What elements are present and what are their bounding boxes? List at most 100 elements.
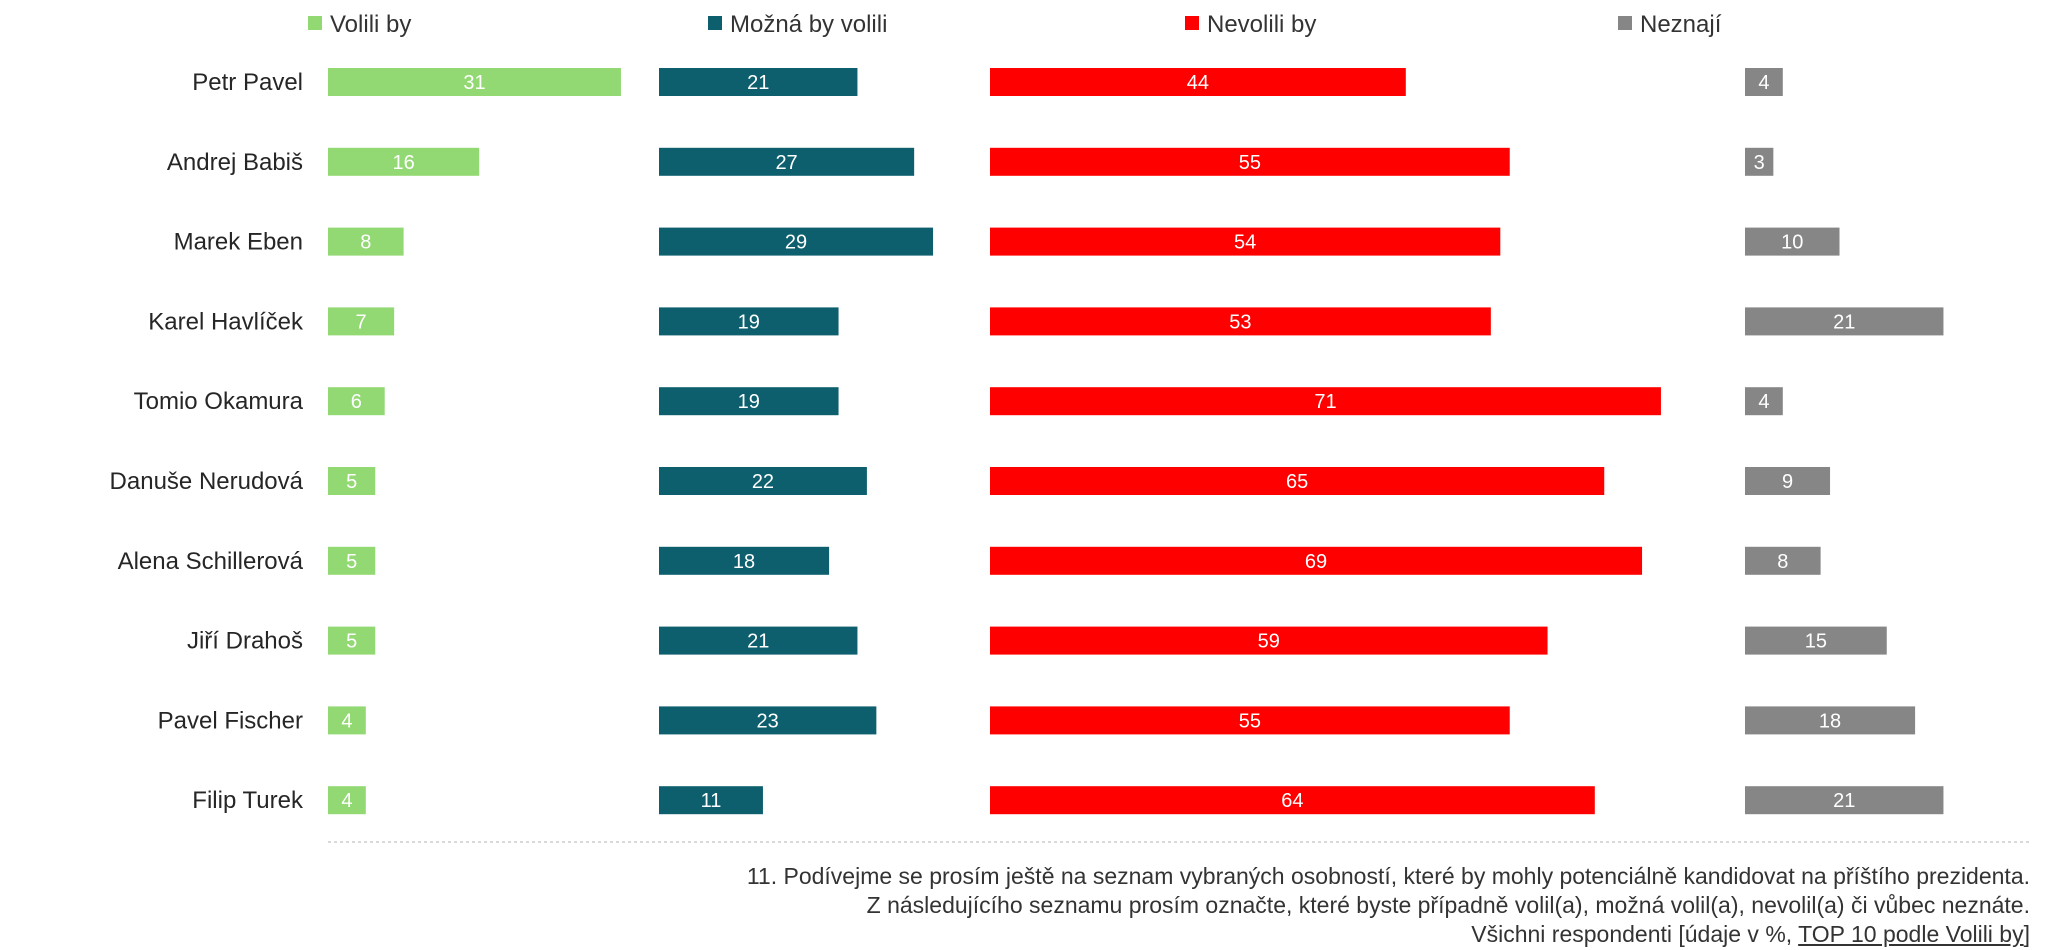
category-label: Pavel Fischer bbox=[158, 707, 303, 734]
bar-value-label: 4 bbox=[1758, 391, 1769, 413]
category-label: Filip Turek bbox=[192, 787, 304, 814]
bar-value-label: 54 bbox=[1234, 232, 1256, 254]
bar bbox=[990, 68, 1406, 96]
category-label: Alena Schillerová bbox=[118, 548, 304, 575]
bar bbox=[1745, 467, 1831, 495]
bar-value-label: 19 bbox=[738, 311, 760, 333]
bar-value-label: 4 bbox=[341, 790, 352, 812]
legend-swatch bbox=[1618, 16, 1632, 30]
bar-value-label: 21 bbox=[747, 72, 769, 94]
legend-label: Možná by volili bbox=[730, 11, 887, 38]
bar bbox=[659, 467, 867, 495]
legend-label: Neznají bbox=[1640, 11, 1722, 38]
bar-value-label: 53 bbox=[1229, 311, 1251, 333]
bar bbox=[659, 546, 830, 575]
category-label: Jiří Drahoš bbox=[187, 628, 303, 655]
bar-value-label: 7 bbox=[356, 311, 367, 333]
bar-value-label: 5 bbox=[346, 631, 357, 653]
bar-value-label: 8 bbox=[360, 232, 371, 254]
bar-value-label: 21 bbox=[1833, 790, 1855, 812]
bars: 3116876555442127291919221821231144555453… bbox=[328, 68, 1944, 815]
category-label: Karel Havlíček bbox=[148, 308, 304, 335]
category-labels: Petr Pavel Andrej Babiš Marek Eben Karel Ha… bbox=[110, 69, 304, 814]
bar-value-label: 65 bbox=[1286, 471, 1308, 493]
bar-value-label: 19 bbox=[738, 391, 760, 413]
bar bbox=[659, 227, 934, 256]
bar-value-label: 18 bbox=[1819, 710, 1841, 732]
bar bbox=[990, 147, 1510, 176]
bar bbox=[659, 68, 858, 96]
bar-value-label: 29 bbox=[785, 232, 807, 254]
bar bbox=[1745, 68, 1783, 96]
bar bbox=[990, 706, 1510, 735]
legend-label: Volili by bbox=[330, 11, 411, 38]
bar-value-label: 10 bbox=[1781, 232, 1803, 254]
bar bbox=[1745, 307, 1944, 336]
bar-value-label: 64 bbox=[1281, 790, 1303, 812]
bar bbox=[328, 307, 395, 336]
legend-item-neznaji: Neznají bbox=[1618, 11, 1722, 38]
footnote-base-underlined: TOP 10 podle Volili by bbox=[1798, 921, 2024, 947]
bar bbox=[990, 307, 1491, 336]
bar-value-label: 21 bbox=[747, 631, 769, 653]
bar-value-label: 5 bbox=[346, 471, 357, 493]
bar bbox=[659, 307, 839, 336]
series-nevolili-by: 44 55 54 53 71 65 69 59 55 64 bbox=[990, 68, 1661, 815]
bar bbox=[1745, 546, 1821, 575]
bar-value-label: 6 bbox=[351, 391, 362, 413]
bar bbox=[990, 786, 1595, 815]
bar bbox=[990, 546, 1643, 575]
legend-swatch bbox=[1185, 16, 1199, 30]
bar bbox=[990, 467, 1605, 495]
category-label: Tomio Okamura bbox=[134, 388, 304, 415]
footnote-base-prefix: Všichni respondenti [údaje v %, bbox=[1471, 921, 1799, 947]
bar bbox=[659, 626, 858, 655]
footnote-base-suffix: ] bbox=[2023, 921, 2030, 947]
bar-value-label: 11 bbox=[701, 790, 722, 812]
bar-value-label: 3 bbox=[1754, 152, 1765, 174]
legend-item-nevolili-by: Nevolili by bbox=[1185, 11, 1316, 38]
footnote-base: Všichni respondenti [údaje v %, TOP 10 p… bbox=[747, 920, 2030, 949]
bar-value-label: 71 bbox=[1314, 391, 1336, 413]
bar bbox=[328, 706, 366, 735]
bar-value-label: 18 bbox=[733, 551, 755, 573]
bar bbox=[328, 68, 621, 96]
bar-value-label: 15 bbox=[1805, 631, 1827, 653]
bar bbox=[328, 147, 480, 176]
series-neznaji: 4 3 10 21 4 9 8 15 18 21 bbox=[1745, 68, 1944, 815]
category-label: Petr Pavel bbox=[192, 69, 303, 96]
bar-value-label: 69 bbox=[1305, 551, 1327, 573]
bar bbox=[328, 387, 385, 416]
bar bbox=[1745, 147, 1774, 176]
bar bbox=[1745, 706, 1916, 735]
bar-value-label: 23 bbox=[757, 710, 779, 732]
category-label: Danuše Nerudová bbox=[110, 468, 304, 495]
bar-value-label: 16 bbox=[392, 152, 414, 174]
bar bbox=[328, 227, 404, 256]
legend-label: Nevolili by bbox=[1207, 11, 1316, 38]
bar-value-label: 27 bbox=[775, 152, 797, 174]
bar-value-label: 55 bbox=[1239, 710, 1261, 732]
bar-value-label: 44 bbox=[1187, 72, 1209, 94]
series-mozna-by-volili: 21 27 29 19 19 22 18 21 23 11 bbox=[659, 68, 934, 815]
legend-swatch bbox=[308, 16, 322, 30]
bar-value-label: 5 bbox=[346, 551, 357, 573]
category-label: Andrej Babiš bbox=[167, 149, 303, 176]
series-volili-by: 31 16 8 7 6 5 5 5 4 4 bbox=[328, 68, 621, 815]
bar bbox=[1745, 786, 1944, 815]
bar bbox=[990, 387, 1661, 416]
footnote: 11. Podívejme se prosím ještě na seznam … bbox=[747, 862, 2030, 949]
bar-value-label: 31 bbox=[463, 72, 485, 94]
bar-value-label: 21 bbox=[1833, 311, 1855, 333]
bar bbox=[659, 786, 763, 815]
bar bbox=[659, 147, 915, 176]
bar bbox=[659, 706, 877, 735]
footnote-question: 11. Podívejme se prosím ještě na seznam … bbox=[746, 863, 2030, 889]
legend: Volili by Možná by volili Nevolili by Nezna… bbox=[308, 11, 1722, 38]
legend-item-mozna-by-volili: Možná by volili bbox=[708, 11, 887, 38]
bar bbox=[1745, 387, 1783, 416]
bar-value-label: 4 bbox=[341, 710, 352, 732]
bar-value-label: 4 bbox=[1758, 72, 1769, 94]
bar bbox=[1745, 227, 1840, 256]
category-label: Marek Eben bbox=[174, 229, 303, 256]
